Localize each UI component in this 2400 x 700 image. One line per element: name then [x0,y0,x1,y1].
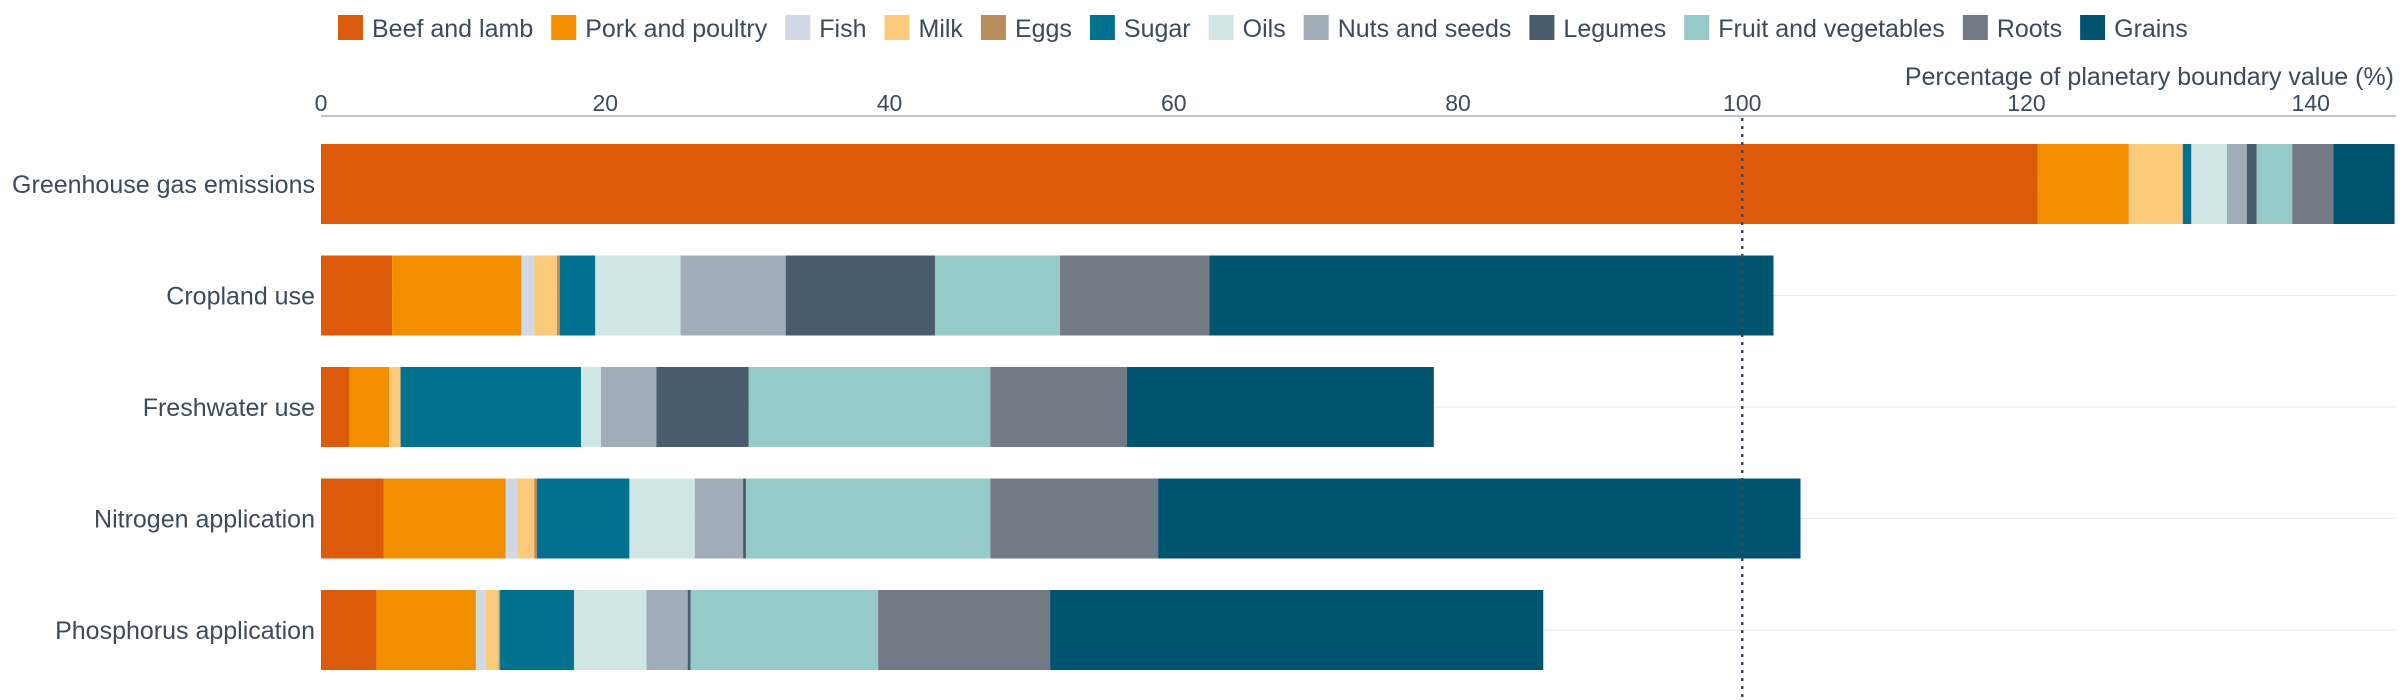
legend: Beef and lamb Pork and poultry Fish Milk Egg… [338,15,2188,43]
bar-segment [600,367,657,447]
bar-segment [629,478,695,559]
bar-segment [581,367,601,447]
bar-segment [521,255,535,336]
bar-segment [321,367,350,447]
bar-segment [2191,144,2227,224]
bar-segment [1209,255,1774,336]
bar-segment [475,590,486,670]
bar-segment [534,478,538,559]
bar-segment [537,478,630,559]
bar-segment [321,478,384,559]
legend-entry: Pork and poultry [585,15,768,43]
bar-segment [595,255,681,336]
bar-segment [785,255,935,336]
bar-segment [573,590,647,670]
bar-segment [500,590,574,670]
legend-swatch [785,15,811,40]
legend-entry: Roots [1997,15,2062,43]
bar-segment [376,590,476,670]
bar-segment [321,255,393,336]
bar-segment [990,478,1159,559]
bar-segment [878,590,1051,670]
legend-entry: Legumes [1563,15,1666,43]
x-tick-label: 20 [592,90,618,116]
bar-segment [694,478,744,559]
category-label: Freshwater use [143,394,315,422]
bar-segment [2037,144,2129,224]
bar-segment [2226,144,2247,224]
bar-segment [321,590,377,670]
bar-segment [2333,144,2395,224]
legend-entry: Fish [819,15,866,43]
legend-entry: Fruit and vegetables [1718,15,1945,43]
legend-swatch [884,15,910,40]
bar-segment [517,478,535,559]
legend-entry: Beef and lamb [372,15,533,43]
legend-swatch [1208,15,1234,40]
bar-segment [687,590,691,670]
bar-segment [2292,144,2334,224]
bar-segment [2128,144,2183,224]
bar-segment [743,478,746,559]
bar-segment [559,255,596,336]
bar-segment [2256,144,2293,224]
legend-entry: Oils [1243,15,1286,43]
bar-segment [534,255,557,336]
x-axis-label: Percentage of planetary boundary value (… [1905,63,2394,91]
legend-swatch [2080,15,2106,40]
bar-segment [748,367,991,447]
category-label: Greenhouse gas emissions [12,171,315,199]
bar-segment [349,367,390,447]
bars [321,144,2395,670]
bar-segment [400,367,582,447]
bar-segment [1126,367,1434,447]
legend-swatch [338,15,363,40]
bar-segment [934,255,1061,336]
bar-segment [389,367,401,447]
legend-entry: Sugar [1124,15,1191,43]
bar-segment [745,478,991,559]
x-axis-ticks: 0 20 40 60 80 100 120 140 [315,90,2330,116]
legend-entry: Grains [2114,15,2188,43]
bar-segment [505,478,518,559]
x-tick-label: 100 [1723,90,1761,116]
bar-segment [321,144,2038,224]
legend-entry: Nuts and seeds [1338,15,1512,43]
bar-segment [485,590,499,670]
x-tick-label: 40 [877,90,903,116]
bar-segment [498,590,501,670]
x-tick-label: 140 [2292,90,2330,116]
legend-swatch [1962,15,1988,40]
legend-entry: Eggs [1015,15,1072,43]
x-tick-label: 0 [315,90,328,116]
bar-segment [680,255,786,336]
x-tick-label: 80 [1445,90,1471,116]
bar-segment [690,590,879,670]
category-label: Nitrogen application [94,506,315,534]
bar-segment [1158,478,1801,559]
bar-segment [2182,144,2192,224]
legend-entry: Milk [919,15,964,43]
bar-segment [556,255,560,336]
bar-segment [646,590,688,670]
x-tick-label: 60 [1161,90,1187,116]
legend-swatch [1684,15,1710,40]
legend-swatch [1529,15,1555,40]
category-label: Phosphorus application [55,617,315,645]
category-labels: Greenhouse gas emissions Cropland use Fres… [12,171,315,645]
bar-segment [656,367,749,447]
legend-swatch [980,15,1006,40]
x-tick-label: 120 [2007,90,2045,116]
legend-swatch [1303,15,1329,40]
legend-swatch [551,15,577,40]
bar-segment [990,367,1127,447]
bar-segment [392,255,522,336]
bar-segment [383,478,506,559]
legend-swatch [1089,15,1115,40]
bar-segment [1060,255,1210,336]
bar-segment [1050,590,1544,670]
category-label: Cropland use [166,283,315,311]
bar-segment [2246,144,2257,224]
